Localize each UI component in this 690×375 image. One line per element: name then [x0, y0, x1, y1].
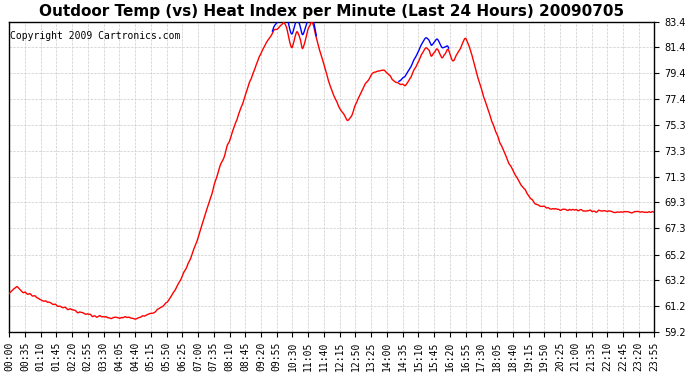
Text: Copyright 2009 Cartronics.com: Copyright 2009 Cartronics.com: [10, 31, 181, 41]
Title: Outdoor Temp (vs) Heat Index per Minute (Last 24 Hours) 20090705: Outdoor Temp (vs) Heat Index per Minute …: [39, 4, 624, 19]
